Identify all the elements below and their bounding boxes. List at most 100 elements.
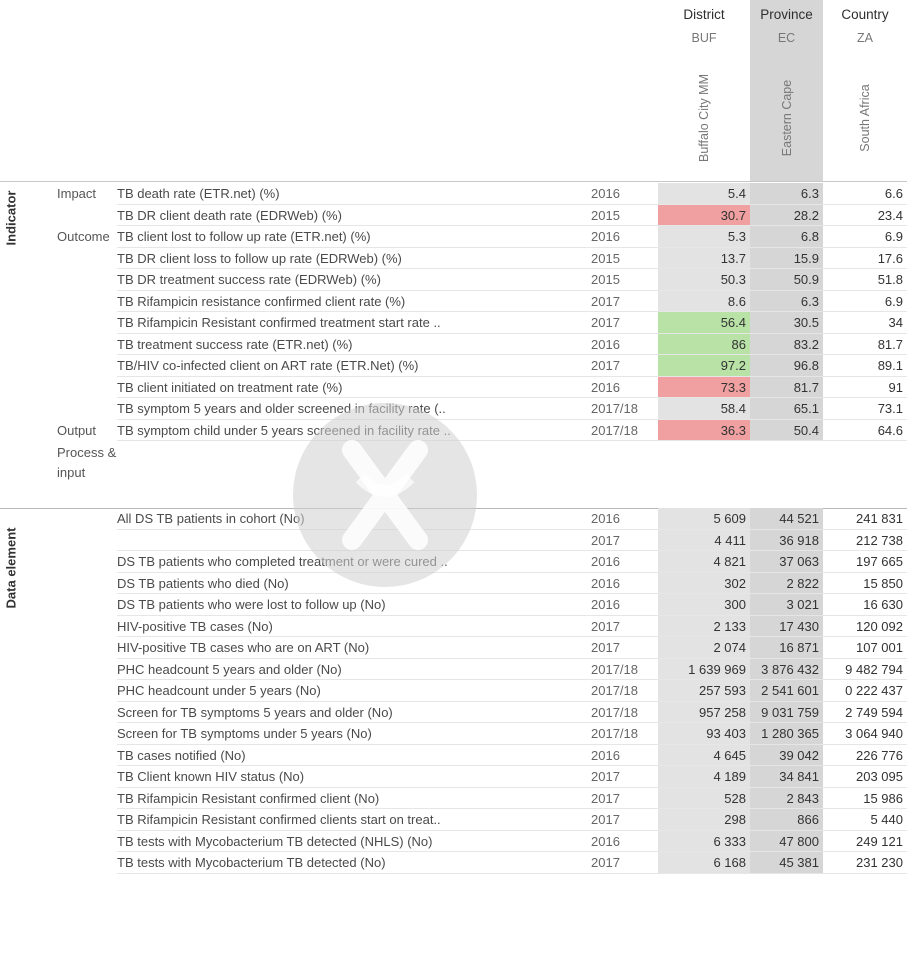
district-value[interactable]: 4 189 xyxy=(658,766,750,788)
district-column-header[interactable]: District BUF Buffalo City MM xyxy=(658,0,750,181)
table-row[interactable]: Screen for TB symptoms 5 years and older… xyxy=(0,701,907,724)
province-value[interactable]: 2 541 601 xyxy=(750,680,823,702)
province-value[interactable]: 28.2 xyxy=(750,204,823,226)
province-column-header[interactable]: Province EC Eastern Cape xyxy=(750,0,823,181)
district-value[interactable]: 528 xyxy=(658,787,750,809)
province-value[interactable]: 17 430 xyxy=(750,615,823,637)
country-value[interactable]: 51.8 xyxy=(823,269,907,291)
district-value[interactable]: 58.4 xyxy=(658,398,750,420)
province-value[interactable]: 3 021 xyxy=(750,594,823,616)
country-value[interactable]: 34 xyxy=(823,312,907,334)
district-value[interactable]: 302 xyxy=(658,572,750,594)
table-row[interactable]: DS TB patients who died (No) 2016 302 2 822… xyxy=(0,572,907,595)
district-value[interactable]: 4 645 xyxy=(658,744,750,766)
province-value[interactable]: 15.9 xyxy=(750,247,823,269)
province-value[interactable]: 16 871 xyxy=(750,637,823,659)
province-value[interactable]: 81.7 xyxy=(750,376,823,398)
table-row[interactable]: PHC headcount under 5 years (No) 2017/18 2… xyxy=(0,680,907,702)
district-value[interactable]: 957 258 xyxy=(658,701,750,723)
country-value[interactable]: 16 630 xyxy=(823,594,907,616)
country-value[interactable]: 197 665 xyxy=(823,551,907,573)
country-value[interactable]: 231 230 xyxy=(823,852,907,874)
country-value[interactable]: 81.7 xyxy=(823,334,907,356)
country-value[interactable]: 64.6 xyxy=(823,420,907,442)
province-value[interactable]: 36 918 xyxy=(750,529,823,551)
province-value[interactable]: 3 876 432 xyxy=(750,658,823,680)
province-value[interactable]: 50.9 xyxy=(750,269,823,291)
province-value[interactable]: 47 800 xyxy=(750,830,823,852)
table-row[interactable]: DS TB patients who were lost to follow u… xyxy=(0,594,907,616)
province-value[interactable]: 39 042 xyxy=(750,744,823,766)
country-value[interactable]: 15 986 xyxy=(823,788,907,810)
province-value[interactable]: 6.8 xyxy=(750,226,823,248)
district-value[interactable]: 93 403 xyxy=(658,723,750,745)
province-value[interactable]: 30.5 xyxy=(750,312,823,334)
province-value[interactable]: 34 841 xyxy=(750,766,823,788)
table-row[interactable]: TB client initiated on treatment rate (%… xyxy=(0,376,907,398)
table-row[interactable]: PHC headcount 5 years and older (No) 2017… xyxy=(0,658,907,680)
table-row[interactable]: HIV-positive TB cases (No) 2017 2 133 17 43… xyxy=(0,615,907,638)
district-value[interactable]: 6 168 xyxy=(658,852,750,874)
district-value[interactable]: 5 609 xyxy=(658,508,750,530)
table-row[interactable]: 2017 4 411 36 918 212 738 xyxy=(0,529,907,552)
table-row[interactable]: TB death rate (ETR.net) (%) 2016 5.4 6.3 6.6 xyxy=(0,183,907,205)
province-value[interactable]: 96.8 xyxy=(750,355,823,377)
country-value[interactable]: 241 831 xyxy=(823,508,907,530)
district-value[interactable]: 13.7 xyxy=(658,247,750,269)
country-value[interactable]: 0 222 437 xyxy=(823,680,907,702)
district-value[interactable]: 97.2 xyxy=(658,355,750,377)
district-value[interactable]: 300 xyxy=(658,594,750,616)
country-value[interactable]: 17.6 xyxy=(823,248,907,270)
country-value[interactable]: 2 749 594 xyxy=(823,702,907,724)
country-value[interactable]: 15 850 xyxy=(823,573,907,595)
district-value[interactable]: 86 xyxy=(658,333,750,355)
province-value[interactable]: 1 280 365 xyxy=(750,723,823,745)
table-row[interactable]: HIV-positive TB cases who are on ART (No… xyxy=(0,637,907,659)
district-value[interactable]: 2 133 xyxy=(658,615,750,637)
province-value[interactable]: 44 521 xyxy=(750,508,823,530)
table-row[interactable]: TB client lost to follow up rate (ETR.ne… xyxy=(0,226,907,248)
table-row[interactable]: TB DR treatment success rate (EDRWeb) (%… xyxy=(0,269,907,291)
country-value[interactable]: 6.6 xyxy=(823,183,907,205)
table-row[interactable]: All DS TB patients in cohort (No) 2016 5 6… xyxy=(0,508,907,530)
country-value[interactable]: 107 001 xyxy=(823,637,907,659)
province-value[interactable]: 2 822 xyxy=(750,572,823,594)
province-value[interactable]: 50.4 xyxy=(750,419,823,441)
district-value[interactable]: 5.3 xyxy=(658,226,750,248)
province-value[interactable]: 83.2 xyxy=(750,333,823,355)
country-column-header[interactable]: Country ZA South Africa xyxy=(823,0,907,181)
district-value[interactable]: 1 639 969 xyxy=(658,658,750,680)
table-row[interactable]: TB treatment success rate (ETR.net) (%) 2… xyxy=(0,333,907,356)
country-value[interactable]: 73.1 xyxy=(823,398,907,420)
table-row[interactable]: TB DR client loss to follow up rate (EDR… xyxy=(0,247,907,270)
country-value[interactable]: 120 092 xyxy=(823,616,907,638)
district-value[interactable]: 50.3 xyxy=(658,269,750,291)
district-value[interactable]: 4 411 xyxy=(658,529,750,551)
country-value[interactable]: 6.9 xyxy=(823,226,907,248)
table-row[interactable]: TB DR client death rate (EDRWeb) (%) 2015… xyxy=(0,204,907,227)
country-value[interactable]: 23.4 xyxy=(823,205,907,227)
district-value[interactable]: 6 333 xyxy=(658,830,750,852)
province-value[interactable]: 65.1 xyxy=(750,398,823,420)
country-value[interactable]: 212 738 xyxy=(823,530,907,552)
table-row[interactable]: Screen for TB symptoms under 5 years (No… xyxy=(0,723,907,745)
district-value[interactable]: 2 074 xyxy=(658,637,750,659)
table-row[interactable]: TB Client known HIV status (No) 2017 4 189… xyxy=(0,766,907,788)
table-row[interactable]: TB tests with Mycobacterium TB detected … xyxy=(0,830,907,852)
table-row[interactable]: TB tests with Mycobacterium TB detected … xyxy=(0,852,907,874)
table-row[interactable]: TB Rifampicin Resistant confirmed client… xyxy=(0,787,907,810)
country-value[interactable]: 203 095 xyxy=(823,766,907,788)
table-row[interactable]: TB Rifampicin Resistant confirmed treatm… xyxy=(0,312,907,334)
district-value[interactable]: 5.4 xyxy=(658,183,750,205)
district-value[interactable]: 73.3 xyxy=(658,376,750,398)
province-value[interactable]: 9 031 759 xyxy=(750,701,823,723)
province-value[interactable]: 6.3 xyxy=(750,290,823,312)
country-value[interactable]: 6.9 xyxy=(823,291,907,313)
table-row[interactable]: TB Rifampicin resistance confirmed clien… xyxy=(0,290,907,313)
district-value[interactable]: 298 xyxy=(658,809,750,831)
country-value[interactable]: 89.1 xyxy=(823,355,907,377)
district-value[interactable]: 30.7 xyxy=(658,204,750,226)
province-value[interactable]: 6.3 xyxy=(750,183,823,205)
province-value[interactable]: 866 xyxy=(750,809,823,831)
district-value[interactable]: 8.6 xyxy=(658,290,750,312)
